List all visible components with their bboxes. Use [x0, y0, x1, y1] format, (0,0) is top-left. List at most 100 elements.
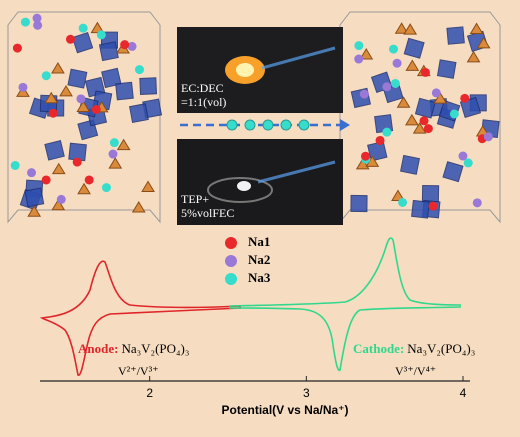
- atom: [390, 78, 400, 88]
- anode-formula: Na₃V₂(PO₄)₃: [121, 341, 189, 356]
- polyhedron: [139, 77, 158, 95]
- cathode-couple: V³⁺/V⁴⁺: [395, 364, 436, 378]
- atom: [108, 149, 118, 159]
- polyhedron: [421, 184, 440, 203]
- legend-label: Na2: [248, 252, 270, 267]
- polyhedron: [98, 41, 119, 62]
- tetrahedron: [396, 96, 411, 108]
- atom: [463, 158, 473, 168]
- cathode-label: Cathode:: [353, 341, 404, 356]
- atom: [388, 44, 398, 54]
- atom: [20, 17, 30, 27]
- atom: [48, 108, 58, 118]
- legend-marker: [225, 255, 237, 267]
- tetrahedron: [27, 205, 42, 217]
- tetrahedron: [405, 113, 419, 126]
- atom: [359, 89, 369, 99]
- tetrahedron: [116, 138, 131, 151]
- atom: [41, 71, 51, 81]
- x-tick-label: 4: [460, 386, 467, 400]
- atom: [419, 116, 429, 126]
- atom: [382, 127, 392, 137]
- tetrahedron: [355, 157, 370, 170]
- polyhedron: [71, 31, 94, 54]
- tetrahedron: [108, 157, 123, 169]
- tetrahedron: [51, 62, 65, 74]
- tetrahedron: [77, 182, 91, 195]
- atom: [56, 194, 66, 204]
- crystal-structures: [7, 11, 501, 224]
- atom: [392, 58, 402, 68]
- polyhedron: [403, 37, 425, 59]
- tetrahedron: [51, 198, 66, 211]
- ion: [298, 119, 310, 131]
- x-tick-label: 2: [146, 386, 153, 400]
- atom: [472, 198, 482, 208]
- ion: [280, 119, 292, 131]
- tetrahedron: [141, 180, 155, 192]
- atom: [76, 94, 86, 104]
- atom: [65, 34, 75, 44]
- ion: [226, 119, 238, 131]
- atom: [18, 82, 28, 92]
- atom: [431, 88, 441, 98]
- polyhedron: [411, 199, 430, 219]
- anode-label: Anode: Na₃V₂(PO₄)₃: [78, 341, 189, 356]
- polyhedron: [442, 161, 464, 183]
- atom: [398, 197, 408, 207]
- unit-cell: [7, 11, 161, 224]
- legend-marker: [225, 237, 237, 249]
- photo-label: EC:DEC: [181, 81, 224, 95]
- tetrahedron: [131, 201, 146, 213]
- tetrahedron: [476, 36, 491, 49]
- tetrahedron: [469, 22, 484, 35]
- polyhedron: [115, 81, 134, 101]
- ion: [262, 119, 274, 131]
- photo-label: TEP+: [181, 192, 209, 206]
- atom: [72, 157, 82, 167]
- x-tick-label: 3: [303, 386, 310, 400]
- atom: [109, 138, 119, 148]
- tetrahedron: [76, 100, 91, 112]
- atom: [460, 93, 470, 103]
- legend-label: Na1: [248, 234, 270, 249]
- atom: [78, 23, 88, 33]
- cathode-formula: Na₃V₂(PO₄)₃: [407, 341, 475, 356]
- atom: [84, 175, 94, 185]
- tetrahedron: [466, 50, 481, 63]
- polyhedron: [129, 103, 149, 123]
- cathode-label: Cathode: Na₃V₂(PO₄)₃: [353, 341, 475, 356]
- atom: [91, 104, 101, 114]
- tetrahedron: [44, 91, 59, 104]
- atom: [420, 67, 430, 77]
- tetrahedron: [59, 84, 73, 97]
- atom: [27, 168, 37, 178]
- cathode-curve: [229, 237, 461, 372]
- atom: [354, 54, 364, 64]
- tetrahedron: [391, 189, 405, 201]
- x-axis-ticks: 2 3 4: [146, 376, 467, 400]
- polyhedron: [350, 194, 368, 213]
- anode-curve: [39, 260, 241, 376]
- atom: [96, 30, 106, 40]
- torch-flame: [261, 46, 336, 70]
- atom: [354, 41, 364, 51]
- tetrahedron: [51, 162, 66, 175]
- atom: [449, 109, 459, 119]
- atom: [32, 13, 42, 23]
- legend: Na1 Na2 Na3: [225, 234, 271, 285]
- polyhedron: [367, 141, 388, 162]
- photo-label: 5%volFEC: [181, 206, 234, 220]
- photo-label: =1:1(vol): [181, 95, 226, 109]
- atom: [458, 151, 468, 161]
- tetrahedron: [394, 22, 409, 34]
- flame-core: [236, 63, 254, 77]
- atom: [382, 82, 392, 92]
- tetrahedron: [405, 59, 420, 71]
- dish: [207, 177, 273, 203]
- tetrahedron: [412, 122, 427, 134]
- torch-flame: [257, 160, 336, 184]
- tetrahedron: [359, 48, 374, 60]
- polyhedron: [446, 26, 465, 45]
- anode-label: Anode:: [78, 341, 118, 356]
